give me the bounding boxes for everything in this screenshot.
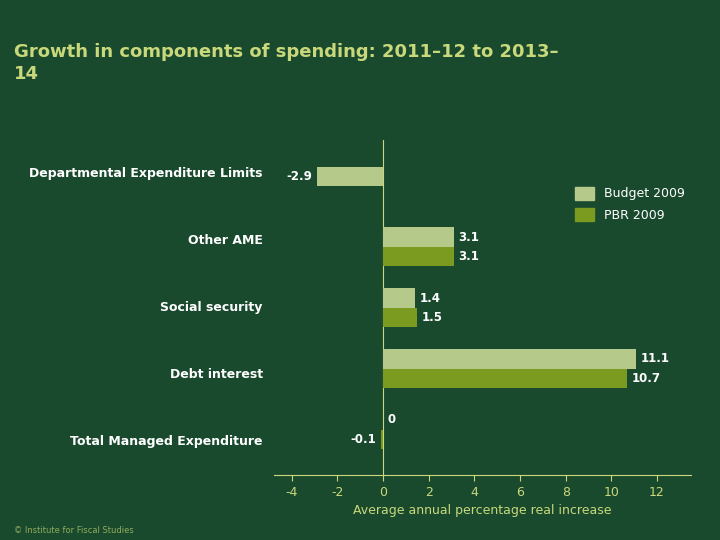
- Text: 10.7: 10.7: [632, 372, 661, 385]
- Text: Growth in components of spending: 2011–12 to 2013–
14: Growth in components of spending: 2011–1…: [14, 43, 559, 83]
- X-axis label: Average annual percentage real increase: Average annual percentage real increase: [353, 504, 612, 517]
- Bar: [383, 308, 418, 327]
- Text: 3.1: 3.1: [459, 250, 480, 263]
- Text: 3.1: 3.1: [459, 231, 480, 244]
- Text: Social security: Social security: [161, 301, 263, 314]
- Bar: [381, 429, 383, 449]
- Bar: [383, 369, 627, 388]
- Text: 1.4: 1.4: [420, 292, 441, 305]
- Text: -0.1: -0.1: [351, 433, 377, 446]
- Text: 0: 0: [387, 413, 396, 426]
- Bar: [383, 227, 454, 247]
- Legend: Budget 2009, PBR 2009: Budget 2009, PBR 2009: [575, 187, 685, 221]
- Text: 11.1: 11.1: [641, 353, 670, 366]
- Text: Departmental Expenditure Limits: Departmental Expenditure Limits: [30, 167, 263, 180]
- Text: Debt interest: Debt interest: [170, 368, 263, 381]
- Bar: [383, 288, 415, 308]
- Text: Total Managed Expenditure: Total Managed Expenditure: [71, 435, 263, 448]
- Text: © Institute for Fiscal Studies: © Institute for Fiscal Studies: [14, 525, 134, 535]
- Text: Other AME: Other AME: [188, 234, 263, 247]
- Text: 1.5: 1.5: [422, 311, 443, 324]
- Bar: [383, 247, 454, 266]
- Bar: [317, 166, 383, 186]
- Text: -2.9: -2.9: [287, 170, 312, 183]
- Bar: [383, 349, 636, 369]
